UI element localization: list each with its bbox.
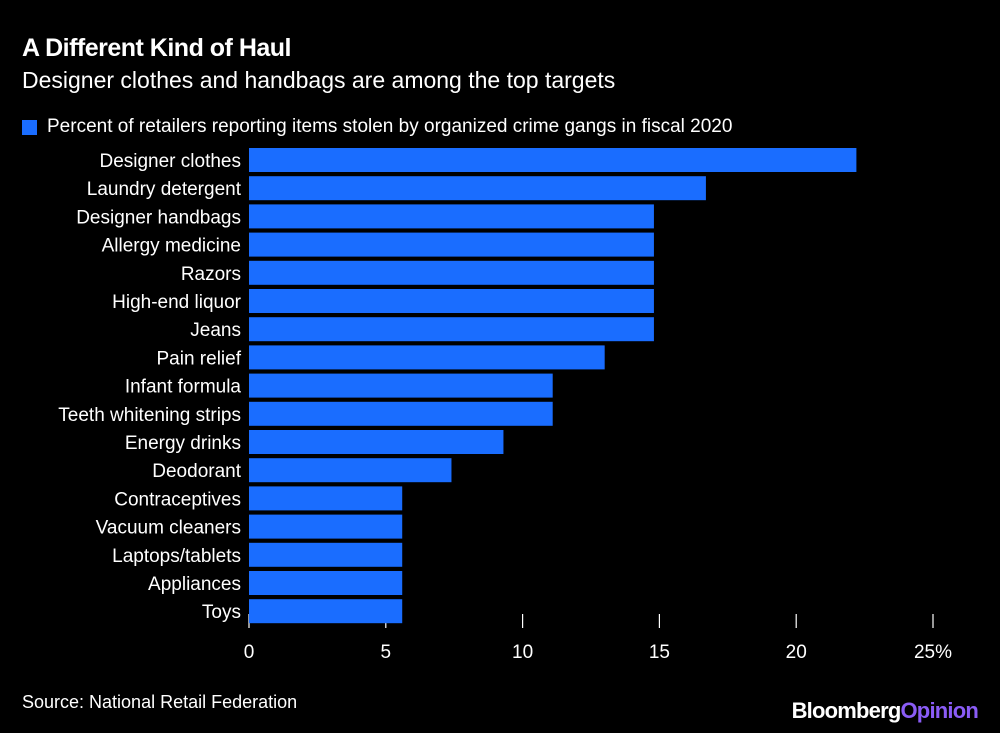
category-label: Contraceptives xyxy=(114,489,241,510)
bar xyxy=(249,232,654,257)
logo-suffix: Opinion xyxy=(900,698,979,723)
category-label: High-end liquor xyxy=(112,292,242,313)
bar xyxy=(249,599,403,624)
legend-label: Percent of retailers reporting items sto… xyxy=(47,116,733,137)
category-label: Designer handbags xyxy=(76,207,241,228)
chart-title: A Different Kind of Haul xyxy=(22,34,292,62)
category-label: Designer clothes xyxy=(99,151,241,172)
bar xyxy=(249,458,452,483)
category-label: Pain relief xyxy=(157,348,242,369)
category-label: Appliances xyxy=(148,574,241,595)
category-label: Vacuum cleaners xyxy=(96,518,241,539)
bar xyxy=(249,514,403,539)
bar xyxy=(249,373,553,398)
category-label: Deodorant xyxy=(152,461,241,482)
bar xyxy=(249,401,553,426)
bar xyxy=(249,345,605,370)
bar xyxy=(249,317,654,342)
x-tick-label: 5 xyxy=(381,642,392,663)
bar xyxy=(249,176,706,201)
category-label: Razors xyxy=(181,264,241,285)
bar xyxy=(249,542,403,567)
source-note: Source: National Retail Federation xyxy=(22,692,298,712)
bloomberg-opinion-logo: BloombergOpinion xyxy=(791,698,979,724)
chart-subtitle: Designer clothes and handbags are among … xyxy=(22,67,616,93)
bar xyxy=(249,571,403,595)
category-label: Teeth whitening strips xyxy=(58,405,241,426)
category-label: Laptops/tablets xyxy=(112,546,241,567)
category-label: Toys xyxy=(202,602,241,623)
x-tick-label: 0 xyxy=(244,642,255,663)
bar xyxy=(249,486,403,511)
category-label: Infant formula xyxy=(125,377,242,398)
x-tick-label: 25% xyxy=(914,642,952,663)
bar xyxy=(249,430,504,454)
x-tick-label: 20 xyxy=(786,642,807,663)
bar xyxy=(249,148,857,172)
bar xyxy=(249,204,654,229)
bar xyxy=(249,289,654,313)
category-label: Energy drinks xyxy=(125,433,241,454)
bar xyxy=(249,260,654,285)
x-tick-label: 15 xyxy=(649,642,670,663)
legend-swatch xyxy=(22,119,37,135)
x-tick-label: 10 xyxy=(512,642,533,663)
logo-brand: Bloomberg xyxy=(791,698,902,723)
category-label: Allergy medicine xyxy=(102,236,241,257)
legend: Percent of retailers reporting items sto… xyxy=(22,116,732,138)
category-label: Jeans xyxy=(190,320,241,341)
category-label: Laundry detergent xyxy=(87,179,242,200)
